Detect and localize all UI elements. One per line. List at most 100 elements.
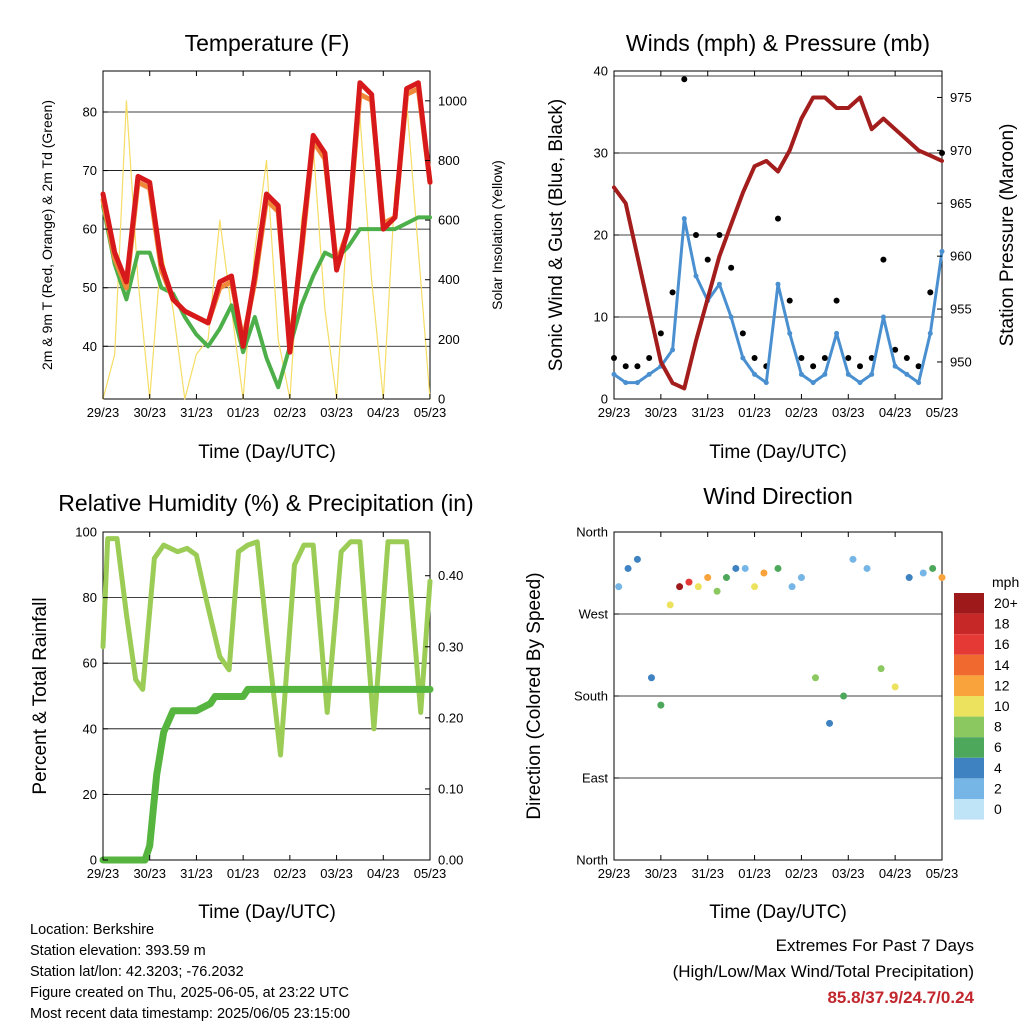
legend-swatch [954,799,984,820]
sonic-wind-point [611,371,617,377]
sonic-wind-point [904,371,910,377]
direction-point [615,583,623,591]
direction-point [647,674,655,682]
gust-point [927,289,934,296]
x-tick-label: 01/23 [227,405,260,420]
temperature-series-solar-insolation [102,100,431,400]
sonic-wind-point [716,281,722,287]
station-elevation: Station elevation: 393.59 m [30,943,206,959]
total-precipitation-line [99,685,434,864]
x-tick-label: 04/23 [367,866,400,881]
temperature-series-2m-td [101,203,432,390]
sonic-wind-point [916,380,922,386]
direction-point [919,569,927,577]
x-tick-label: 01/23 [227,866,260,881]
extremes-values: 85.8/37.9/24.7/0.24 [827,988,974,1007]
recent-data-timestamp: Most recent data timestamp: 2025/06/05 2… [30,1006,351,1022]
gust-point [693,232,699,238]
gust-point [622,363,629,370]
legend-swatch [954,696,984,717]
sonic-wind-point [681,216,687,222]
relative-humidity-line [100,536,433,758]
x-tick-label: 29/23 [598,866,631,881]
gust-point [657,330,664,337]
y-tick-label: 40 [594,64,608,79]
temperature-ylabel-right: Solar Insolation (Yellow) [489,160,505,310]
gust-point [704,256,711,263]
extremes-heading: Extremes For Past 7 Days [775,936,974,955]
gust-point [845,355,852,361]
direction-point [657,701,665,709]
legend-label: 20+ [994,595,1018,611]
x-tick-label: 05/23 [926,866,959,881]
humidity-precip-panel: Relative Humidity (%) & Precipitation (i… [30,490,474,923]
extremes-subheading: (High/Low/Max Wind/Total Precipitation) [672,962,974,981]
x-tick-label: 04/23 [367,405,400,420]
legend-label: 2 [994,780,1002,796]
gust-point [915,363,922,370]
x-tick-label: 30/23 [645,405,678,420]
temperature-plot-frame [102,70,431,400]
legend-swatch [954,634,984,655]
direction-tick-label: North [576,525,608,540]
legend-swatch [954,675,984,696]
x-tick-label: 01/23 [738,405,771,420]
gust-point [728,264,735,271]
winds-ylabel: Sonic Wind & Gust (Blue, Black) [546,99,567,371]
x-tick-label: 31/23 [180,866,213,881]
sonic-wind-point [763,380,769,386]
legend-label: 8 [994,719,1002,735]
gust-point [634,363,641,370]
station-info: Location: Berkshire Station elevation: 3… [30,920,350,1025]
direction-point [685,578,693,586]
direction-title: Wind Direction [703,483,853,509]
legend-label: 16 [994,636,1010,652]
x-tick-label: 31/23 [180,405,213,420]
x-tick-label: 02/23 [785,866,818,881]
y-tick-label: 60 [83,222,97,237]
gust-point [669,289,676,296]
x-tick-label: 03/23 [832,866,865,881]
sonic-wind-point [787,330,793,336]
y-tick-label: 60 [83,656,97,671]
y-tick-label: 20 [594,228,608,243]
station-pressure-line [612,95,944,391]
direction-tick-label: East [582,771,608,786]
legend-label: 14 [994,657,1010,673]
sonic-wind-point [740,355,746,361]
direction-point [840,692,848,700]
y-right-tick-label: 965 [950,196,972,211]
direction-tick-label: South [574,689,608,704]
legend-swatch [954,737,984,758]
legend-title: mph [992,574,1019,590]
extremes-box: Extremes For Past 7 Days (High/Low/Max W… [673,933,974,1011]
gust-point [939,150,945,156]
speed-legend: mph 20+ 18 16 14 12 10 8 6 4 2 0 [954,574,1019,820]
sonic-wind-point [670,347,676,353]
temperature-xlabel: Time (Day/UTC) [198,442,336,463]
y-right-tick-label: 0.10 [438,781,463,796]
y-tick-label: 30 [594,146,608,161]
y-right-tick-label: 970 [950,143,972,158]
direction-point [713,587,721,595]
legend-swatch [954,778,984,799]
x-tick-label: 29/23 [87,405,120,420]
y-tick-label: 50 [83,280,97,295]
direction-point [811,674,819,682]
sonic-wind-point [927,330,933,336]
sonic-wind-point [623,380,629,386]
humidity-xlabel: Time (Day/UTC) [198,902,336,923]
x-tick-label: 04/23 [879,866,912,881]
humidity-ylabel: Percent & Total Rainfall [30,597,51,794]
y-right-tick-label: 0 [438,392,445,407]
y-tick-label: 80 [83,590,97,605]
gust-point [821,355,828,361]
direction-point [666,601,674,609]
y-tick-label: 40 [83,721,97,736]
y-right-tick-label: 955 [950,302,972,317]
direction-point [694,583,702,591]
gust-point [716,232,723,238]
station-latlon: Station lat/lon: 42.3203; -76.2032 [30,964,244,980]
sonic-wind-point [728,314,734,320]
direction-point [741,564,749,572]
